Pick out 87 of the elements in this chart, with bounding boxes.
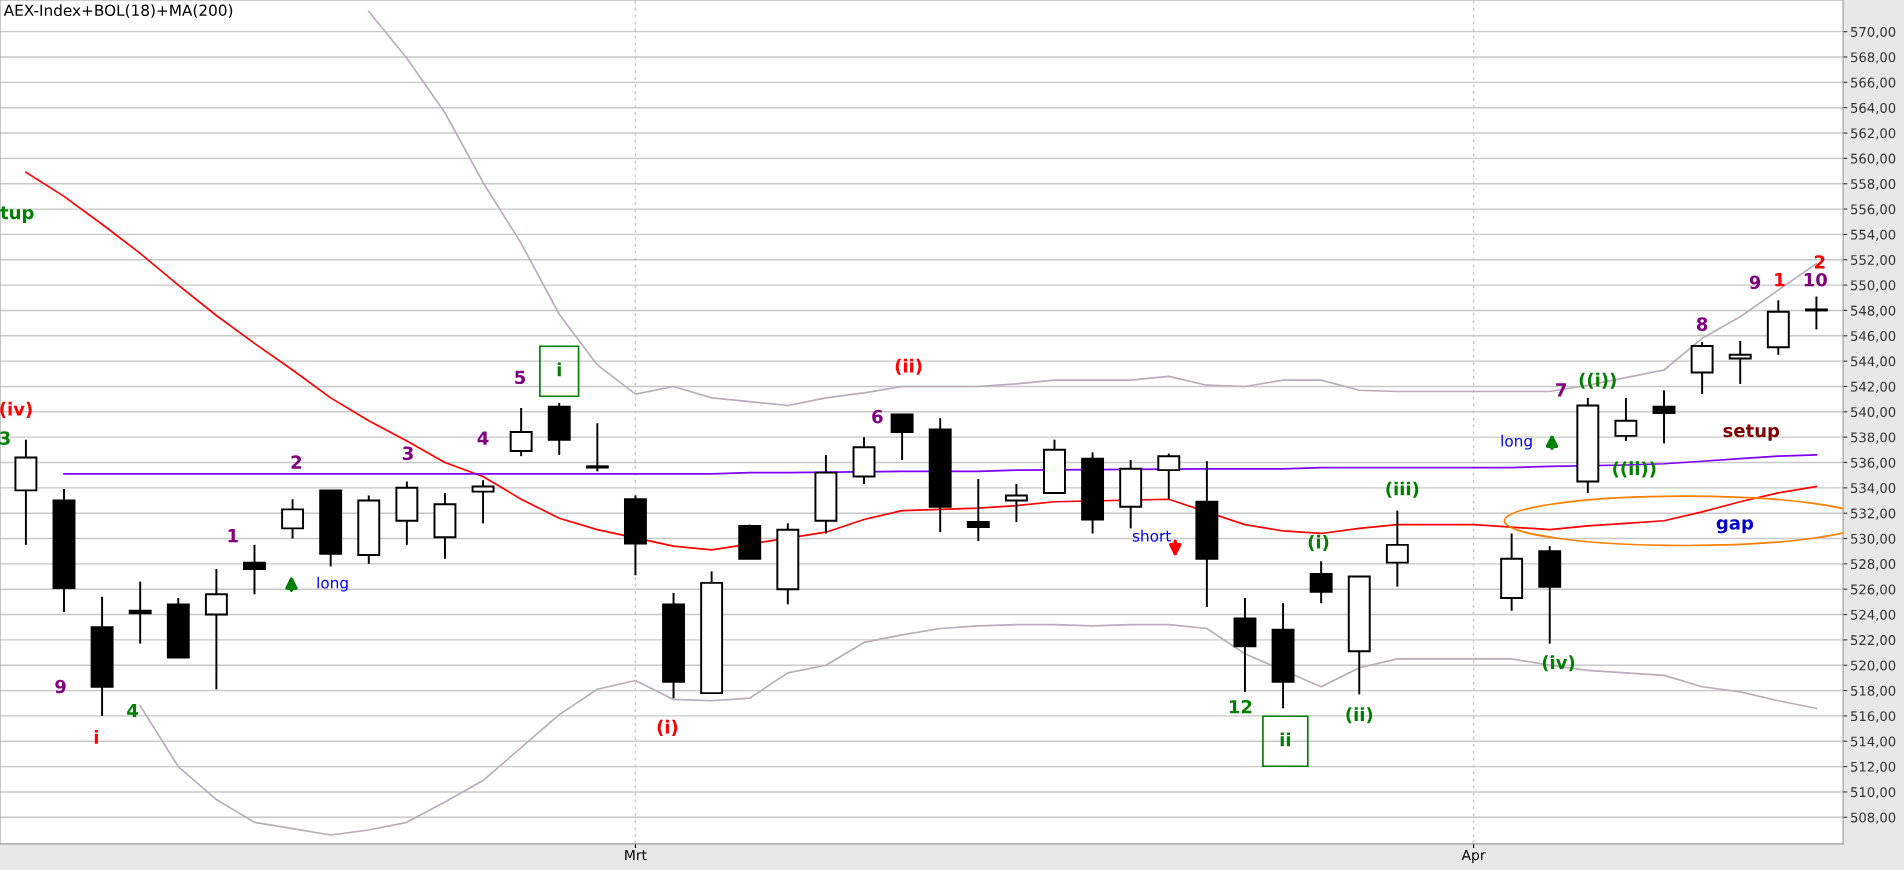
y-tick-label: 536,00 xyxy=(1851,457,1896,470)
annotation: 7 xyxy=(1556,383,1567,397)
candlestick xyxy=(1385,509,1409,588)
candlestick xyxy=(890,413,914,461)
candlestick xyxy=(1309,560,1333,605)
y-tick-label: 568,00 xyxy=(1851,52,1896,64)
candlestick xyxy=(1728,339,1752,385)
y-tick-label: 524,00 xyxy=(1851,609,1896,622)
annotation: 5 xyxy=(515,370,526,385)
annotation: 10 xyxy=(1804,272,1827,287)
annotation: 9 xyxy=(1749,275,1761,290)
annotation: 9 xyxy=(55,679,66,694)
annotation: 8 xyxy=(1696,317,1708,331)
y-tick-label: 522,00 xyxy=(1851,635,1896,647)
annotation: ((i)) xyxy=(1579,372,1616,389)
candlestick xyxy=(471,479,495,525)
annotation: 6 xyxy=(872,409,883,424)
candlestick xyxy=(128,580,152,645)
y-tick-label: 530,00 xyxy=(1851,533,1896,546)
annotation: i xyxy=(94,729,98,744)
y-tick-label: 542,00 xyxy=(1851,381,1896,394)
y-tick-label: 552,00 xyxy=(1851,254,1896,267)
annotation: (iv) xyxy=(0,401,32,418)
annotation: (ii) xyxy=(1346,707,1373,724)
y-tick-label: 516,00 xyxy=(1851,711,1896,723)
annotation: 1 xyxy=(1775,273,1785,287)
candlestick xyxy=(1614,396,1638,442)
annotation: 1 xyxy=(228,529,238,543)
y-tick-label: 558,00 xyxy=(1851,178,1896,191)
candlestick xyxy=(243,543,266,596)
x-tick-label: Apr xyxy=(1461,849,1486,863)
y-tick-label: 570,00 xyxy=(1851,26,1896,39)
candlestick xyxy=(1804,295,1828,331)
annotation: (iv) xyxy=(1542,655,1575,672)
annotation: tup xyxy=(0,206,34,223)
y-tick-label: 540,00 xyxy=(1851,407,1896,419)
annotation: 4 xyxy=(127,703,139,718)
annotation: 3 xyxy=(402,446,413,461)
y-tick-label: 520,00 xyxy=(1851,660,1896,672)
candlestick xyxy=(204,567,228,691)
y-tick-label: 566,00 xyxy=(1851,77,1896,89)
annotation: ((ii)) xyxy=(1613,461,1656,478)
y-tick-label: 534,00 xyxy=(1851,483,1896,495)
annotation: ii xyxy=(1280,732,1291,747)
annotation: setup xyxy=(1723,424,1780,441)
annotation: short xyxy=(1132,529,1171,542)
y-tick-label: 562,00 xyxy=(1851,128,1896,140)
annotation: 2 xyxy=(291,455,302,469)
candlestick xyxy=(1652,389,1676,445)
annotation: (i) xyxy=(657,719,678,736)
y-tick-label: 546,00 xyxy=(1851,331,1896,343)
y-tick-label: 550,00 xyxy=(1851,280,1896,292)
y-tick-label: 560,00 xyxy=(1851,153,1896,165)
annotation: 12 xyxy=(1229,699,1252,714)
y-tick-label: 508,00 xyxy=(1851,812,1896,824)
annotation: (ii) xyxy=(895,358,922,375)
y-tick-label: 526,00 xyxy=(1851,584,1896,596)
y-tick-label: 556,00 xyxy=(1851,204,1896,216)
y-tick-label: 544,00 xyxy=(1851,356,1896,368)
y-tick-label: 528,00 xyxy=(1851,559,1896,571)
y-tick-label: 548,00 xyxy=(1851,305,1896,317)
x-tick-label: Mrt xyxy=(625,849,647,861)
y-tick-label: 538,00 xyxy=(1851,432,1896,444)
candlestick xyxy=(585,422,609,473)
annotation: i xyxy=(557,362,561,377)
y-tick-label: 510,00 xyxy=(1851,787,1896,799)
candlestick xyxy=(1157,452,1181,501)
annotation: 4 xyxy=(477,431,489,445)
y-tick-label: 554,00 xyxy=(1851,229,1896,241)
annotation: 3 xyxy=(0,431,10,445)
candlestick xyxy=(1004,483,1028,524)
annotation: gap xyxy=(1716,519,1754,534)
annotation: long xyxy=(1501,434,1532,450)
y-tick-label: 532,00 xyxy=(1851,508,1896,520)
candlestick xyxy=(509,407,533,458)
annotation: 2 xyxy=(1814,255,1825,269)
chart-title: AEX-Index+BOL(18)+MA(200) xyxy=(3,4,233,18)
y-tick-label: 564,00 xyxy=(1851,102,1896,115)
candlestick xyxy=(966,478,990,543)
y-tick-label: 514,00 xyxy=(1851,736,1896,748)
annotation: (i) xyxy=(1308,534,1329,551)
y-tick-label: 512,00 xyxy=(1851,761,1896,774)
annotation: long xyxy=(317,576,348,592)
candlestick xyxy=(281,498,305,540)
y-tick-label: 518,00 xyxy=(1851,685,1896,698)
line-series xyxy=(139,623,1818,836)
annotation: (iii) xyxy=(1386,481,1419,498)
